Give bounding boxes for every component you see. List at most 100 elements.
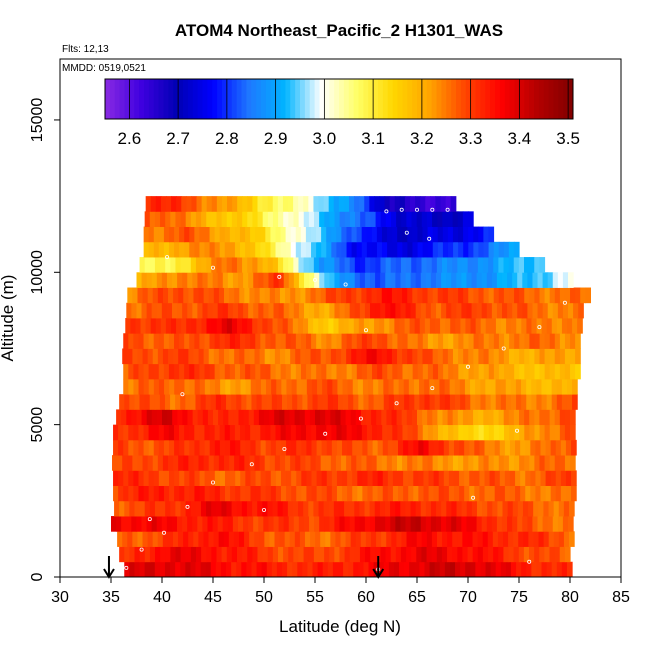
- heatmap-cell: [255, 439, 262, 456]
- heatmap-cell: [168, 287, 174, 304]
- colorbar-swatch: [407, 79, 413, 119]
- sample-point: [394, 401, 399, 406]
- heatmap-cell: [172, 409, 178, 426]
- heatmap-cell: [175, 500, 182, 517]
- heatmap-cell: [314, 302, 320, 319]
- colorbar-swatch: [153, 79, 160, 119]
- heatmap-cell: [563, 500, 570, 517]
- heatmap-cell: [252, 257, 259, 273]
- heatmap-cell: [390, 257, 397, 273]
- heatmap-cell: [527, 302, 534, 319]
- heatmap-cell: [534, 333, 541, 349]
- heatmap-cell: [470, 378, 476, 395]
- heatmap-cell: [276, 561, 283, 578]
- heatmap-cell: [378, 561, 385, 578]
- heatmap-cell: [498, 257, 505, 273]
- heatmap-cell: [201, 211, 207, 227]
- heatmap-cell: [405, 516, 412, 532]
- heatmap-cell: [533, 500, 539, 517]
- heatmap-cell: [325, 409, 331, 426]
- heatmap-cell: [529, 363, 536, 380]
- heatmap-cell: [368, 378, 374, 395]
- heatmap-cell: [534, 409, 540, 426]
- heatmap-cell: [214, 333, 221, 349]
- heatmap-cell: [444, 378, 451, 395]
- heatmap-cell: [490, 378, 497, 395]
- colorbar-ticks: 2.6 2.7 2.8 2.9 3.0 3.1 3.2 3.3 3.4 3.5: [118, 79, 580, 148]
- heatmap-cell: [148, 424, 155, 441]
- heatmap-cell: [174, 241, 180, 258]
- heatmap-cell: [158, 485, 165, 502]
- heatmap-cell: [351, 241, 358, 258]
- heatmap-cell: [516, 394, 522, 410]
- heatmap-cell: [424, 318, 431, 334]
- heatmap-cell: [361, 348, 368, 365]
- heatmap-cell: [416, 546, 423, 563]
- heatmap-cell: [361, 455, 368, 471]
- heatmap-cell: [184, 439, 190, 456]
- heatmap-cell: [564, 333, 571, 349]
- heatmap-cell: [451, 500, 458, 517]
- colorbar-swatch: [212, 79, 218, 119]
- heatmap-cell: [275, 424, 282, 441]
- heatmap-cell: [544, 409, 551, 426]
- heatmap-cell: [262, 546, 269, 563]
- heatmap-cell: [448, 485, 455, 502]
- heatmap-cell: [168, 455, 174, 471]
- heatmap-cell: [245, 333, 251, 349]
- heatmap-cell: [483, 333, 490, 349]
- heatmap-cell: [227, 196, 233, 212]
- heatmap-cell: [384, 196, 391, 212]
- flights-label: Flts: 12,13: [62, 44, 109, 55]
- heatmap-cell: [129, 394, 136, 410]
- heatmap-cell: [114, 500, 120, 517]
- heatmap-cell: [188, 287, 195, 304]
- heatmap-cell: [475, 561, 482, 578]
- heatmap-cell: [321, 226, 327, 243]
- colorbar-swatch: [524, 79, 530, 119]
- heatmap-cell: [243, 302, 249, 319]
- heatmap-cell: [344, 272, 351, 288]
- colorbar-swatch: [119, 79, 126, 119]
- heatmap-cell: [132, 348, 139, 365]
- heatmap-cell: [318, 318, 324, 334]
- heatmap-cell: [293, 546, 300, 563]
- heatmap-cell: [270, 439, 277, 456]
- heatmap-cell: [295, 424, 302, 441]
- heatmap-cell: [533, 531, 540, 547]
- heatmap-cell: [437, 348, 444, 365]
- heatmap-cell: [404, 561, 410, 578]
- heatmap-cell: [185, 561, 192, 578]
- heatmap-cell: [337, 561, 344, 578]
- heatmap-cell: [148, 333, 155, 349]
- heatmap-cell: [315, 287, 322, 304]
- heatmap-cell: [349, 196, 355, 212]
- heatmap-cell: [177, 302, 183, 319]
- heatmap-cell: [506, 318, 512, 334]
- heatmap-cell: [432, 211, 438, 227]
- heatmap-cell: [268, 272, 275, 288]
- heatmap-cell: [556, 318, 563, 334]
- heatmap-cell: [392, 226, 398, 243]
- heatmap-cell: [295, 287, 301, 304]
- heatmap-cell: [315, 531, 321, 547]
- heatmap-cell: [381, 531, 387, 547]
- heatmap-cell: [537, 516, 544, 532]
- heatmap-cell: [411, 546, 417, 563]
- heatmap-cell: [530, 439, 537, 456]
- heatmap-cell: [328, 318, 335, 334]
- colorbar-tick-label: 3.3: [459, 129, 483, 148]
- heatmap-cell: [376, 226, 383, 243]
- heatmap-cell: [359, 546, 366, 563]
- heatmap-cell: [510, 561, 517, 578]
- heatmap-cell: [325, 287, 332, 304]
- colorbar-swatch: [222, 79, 228, 119]
- heatmap-cell: [344, 211, 351, 227]
- heatmap-cell: [280, 226, 287, 243]
- heatmap-cell: [361, 226, 368, 243]
- heatmap-cell: [382, 439, 389, 456]
- heatmap-cell: [291, 470, 297, 486]
- heatmap-cell: [287, 561, 293, 578]
- heatmap-cell: [441, 516, 447, 532]
- heatmap-cell: [417, 287, 424, 304]
